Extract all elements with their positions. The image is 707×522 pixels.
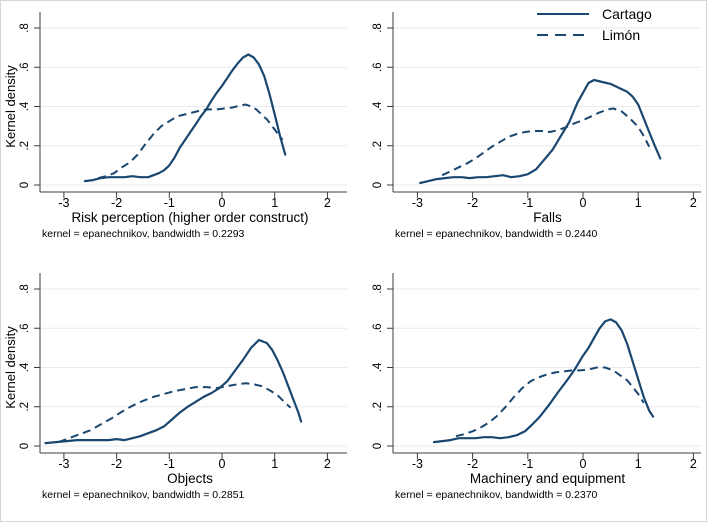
legend-entry-cartago: Cartago <box>537 3 652 24</box>
svg-text:-3: -3 <box>412 457 423 471</box>
svg-text:2: 2 <box>324 196 331 210</box>
svg-text:0: 0 <box>580 196 587 210</box>
svg-text:-2: -2 <box>111 457 122 471</box>
svg-text:1: 1 <box>271 457 278 471</box>
svg-text:.4: .4 <box>19 362 31 372</box>
x-axis-title: Risk perception (higher order construct) <box>71 210 309 225</box>
svg-text:-2: -2 <box>111 196 122 210</box>
svg-text:0: 0 <box>219 457 226 471</box>
svg-text:.6: .6 <box>372 62 384 72</box>
plot-canvas-machinery: 0 .2 .4 .6 .8 -3 -2 -1 0 1 2 <box>372 273 701 471</box>
panel-risk-perception: 0 .2 .4 .6 .8 -3 -2 -1 0 1 2 Kernel density Risk pe… <box>0 0 353 261</box>
svg-text:Kernel density: Kernel density <box>3 65 18 148</box>
svg-text:-3: -3 <box>412 196 423 210</box>
svg-text:0: 0 <box>219 196 226 210</box>
plot-canvas-falls: 0 .2 .4 .6 .8 -3 -2 -1 0 1 2 <box>372 12 701 210</box>
panel-machinery: 0 .2 .4 .6 .8 -3 -2 -1 0 1 2 Machinery and equipme… <box>353 261 707 522</box>
svg-text:.6: .6 <box>19 323 31 333</box>
svg-text:-2: -2 <box>467 196 478 210</box>
x-axis-title: Objects <box>167 471 213 486</box>
svg-text:1: 1 <box>271 196 278 210</box>
svg-text:0: 0 <box>19 182 31 188</box>
svg-text:-3: -3 <box>58 196 69 210</box>
plot-canvas-objects: 0 .2 .4 .6 .8 -3 -2 -1 0 1 2 Kernel density <box>3 273 347 471</box>
svg-text:.4: .4 <box>19 101 31 111</box>
svg-text:-1: -1 <box>522 196 533 210</box>
svg-text:-2: -2 <box>467 457 478 471</box>
svg-text:2: 2 <box>690 457 697 471</box>
svg-text:1: 1 <box>635 457 642 471</box>
svg-text:0: 0 <box>372 182 384 188</box>
svg-text:.4: .4 <box>372 101 384 111</box>
svg-text:.2: .2 <box>372 141 384 151</box>
svg-text:0: 0 <box>19 443 31 449</box>
svg-text:1: 1 <box>635 196 642 210</box>
svg-text:Kernel density: Kernel density <box>3 326 18 409</box>
plot-canvas-risk-perception: 0 .2 .4 .6 .8 -3 -2 -1 0 1 2 Kernel density <box>3 12 347 210</box>
svg-text:.2: .2 <box>19 402 31 412</box>
panel-objects: 0 .2 .4 .6 .8 -3 -2 -1 0 1 2 Kernel density Objects… <box>0 261 353 522</box>
svg-text:2: 2 <box>690 196 697 210</box>
svg-text:2: 2 <box>324 457 331 471</box>
svg-text:0: 0 <box>372 443 384 449</box>
svg-text:.6: .6 <box>372 323 384 333</box>
svg-text:.4: .4 <box>372 362 384 372</box>
legend-line-solid <box>537 12 589 15</box>
legend: Cartago Limón <box>537 3 652 45</box>
kernel-note: kernel = epanechnikov, bandwidth = 0.244… <box>395 228 598 240</box>
svg-text:-1: -1 <box>164 196 175 210</box>
kernel-note: kernel = epanechnikov, bandwidth = 0.237… <box>395 489 598 501</box>
svg-text:.8: .8 <box>372 23 384 33</box>
svg-text:.6: .6 <box>19 62 31 72</box>
legend-entry-limon: Limón <box>537 24 652 45</box>
svg-text:.8: .8 <box>19 23 31 33</box>
x-axis-title: Machinery and equipment <box>469 471 626 486</box>
svg-text:-1: -1 <box>164 457 175 471</box>
legend-line-dashed <box>537 33 589 36</box>
svg-text:-1: -1 <box>522 457 533 471</box>
svg-text:.8: .8 <box>372 284 384 294</box>
x-axis-title: Falls <box>533 210 562 225</box>
panel-falls: 0 .2 .4 .6 .8 -3 -2 -1 0 1 2 Cartago Limón Falls k… <box>353 0 707 261</box>
svg-text:.2: .2 <box>372 402 384 412</box>
kernel-note: kernel = epanechnikov, bandwidth = 0.229… <box>42 228 245 240</box>
svg-text:-3: -3 <box>58 457 69 471</box>
svg-text:.2: .2 <box>19 141 31 151</box>
kernel-note: kernel = epanechnikov, bandwidth = 0.285… <box>42 489 245 501</box>
legend-label: Cartago <box>602 5 652 22</box>
legend-label: Limón <box>602 26 641 43</box>
svg-text:0: 0 <box>580 457 587 471</box>
svg-text:.8: .8 <box>19 284 31 294</box>
